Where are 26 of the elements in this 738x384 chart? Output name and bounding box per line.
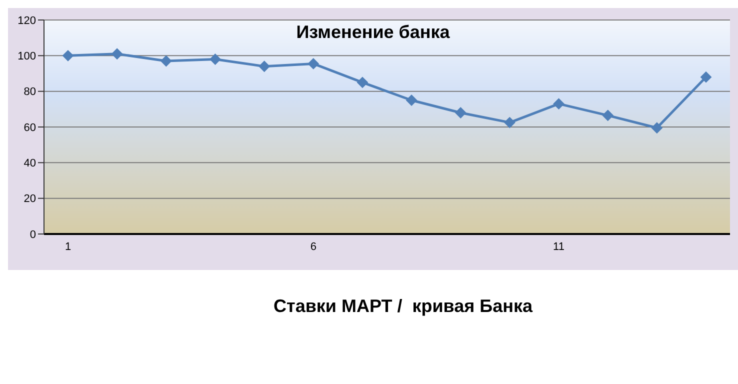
point xyxy=(700,72,712,83)
point xyxy=(602,110,614,121)
y-tick-label: 20 xyxy=(24,193,36,206)
y-tick-label: 60 xyxy=(24,122,36,134)
text: Ставки МАРТ / кривая Банка xyxy=(272,296,534,317)
point xyxy=(406,94,418,106)
point xyxy=(160,56,172,67)
y-tick-label: 0 xyxy=(30,228,36,241)
chart-title: Изменение банка xyxy=(296,22,450,42)
point xyxy=(356,76,368,88)
y-tick-label: 100 xyxy=(18,50,36,63)
point xyxy=(504,117,516,128)
point xyxy=(112,48,123,60)
point xyxy=(258,60,270,72)
x-tick-label: 11 xyxy=(553,240,564,253)
y-tick-label: 80 xyxy=(24,86,36,98)
y-tick-label: 120 xyxy=(18,14,36,27)
x-tick-label: 1 xyxy=(64,240,72,253)
x-tick-label: 6 xyxy=(310,240,316,253)
point xyxy=(651,122,662,134)
point xyxy=(308,58,319,70)
point xyxy=(210,54,221,65)
y-tick-label: 40 xyxy=(24,158,36,170)
point xyxy=(553,98,564,110)
point xyxy=(62,50,74,62)
point xyxy=(455,107,466,118)
